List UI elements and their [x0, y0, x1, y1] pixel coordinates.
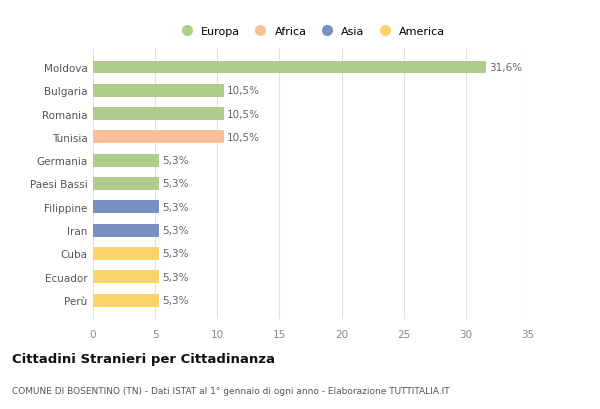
Text: 5,3%: 5,3% [163, 226, 189, 236]
Bar [93, 247, 159, 260]
Bar [93, 85, 223, 97]
Bar [93, 131, 223, 144]
Text: 5,3%: 5,3% [163, 179, 189, 189]
Bar [93, 201, 159, 214]
Bar [93, 108, 223, 121]
Bar [93, 61, 486, 74]
Bar [93, 178, 159, 191]
Text: COMUNE DI BOSENTINO (TN) - Dati ISTAT al 1° gennaio di ogni anno - Elaborazione : COMUNE DI BOSENTINO (TN) - Dati ISTAT al… [12, 386, 449, 395]
Bar [93, 224, 159, 237]
Text: 10,5%: 10,5% [227, 86, 260, 96]
Text: 31,6%: 31,6% [490, 63, 523, 73]
Bar [93, 271, 159, 283]
Text: 10,5%: 10,5% [227, 133, 260, 142]
Text: 10,5%: 10,5% [227, 109, 260, 119]
Bar [93, 154, 159, 167]
Text: 5,3%: 5,3% [163, 202, 189, 212]
Text: 5,3%: 5,3% [163, 156, 189, 166]
Text: 5,3%: 5,3% [163, 272, 189, 282]
Text: Cittadini Stranieri per Cittadinanza: Cittadini Stranieri per Cittadinanza [12, 352, 275, 365]
Legend: Europa, Africa, Asia, America: Europa, Africa, Asia, America [171, 22, 450, 41]
Text: 5,3%: 5,3% [163, 295, 189, 306]
Text: 5,3%: 5,3% [163, 249, 189, 259]
Bar [93, 294, 159, 307]
